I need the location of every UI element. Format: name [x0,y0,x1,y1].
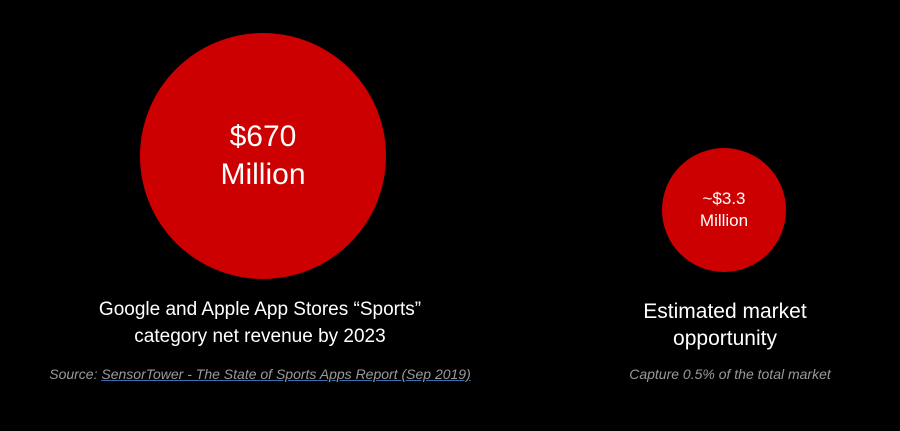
total-market-caption-line1: Google and Apple App Stores “Sports” [98,299,422,320]
opportunity-amount: ~$3.3 [702,189,746,208]
opportunity-caption-line2: opportunity [673,327,777,350]
source-prefix: Source: [49,366,102,382]
total-market-caption: Google and Apple App Stores “Sports” cat… [60,296,460,350]
opportunity-circle: ~$3.3 Million [662,148,786,272]
source-note: Source: SensorTower - The State of Sport… [20,366,500,382]
opportunity-caption: Estimated market opportunity [590,298,860,352]
total-market-unit: Million [220,158,306,191]
opportunity-unit: Million [699,211,749,230]
source-link[interactable]: SensorTower - The State of Sports Apps R… [101,366,471,382]
total-market-circle: $670 Million [140,33,386,279]
capture-note: Capture 0.5% of the total market [629,366,831,382]
total-market-caption-line2: category net revenue by 2023 [134,326,386,347]
opportunity-caption-line1: Estimated market [643,300,807,323]
total-market-amount: $670 [229,120,297,153]
